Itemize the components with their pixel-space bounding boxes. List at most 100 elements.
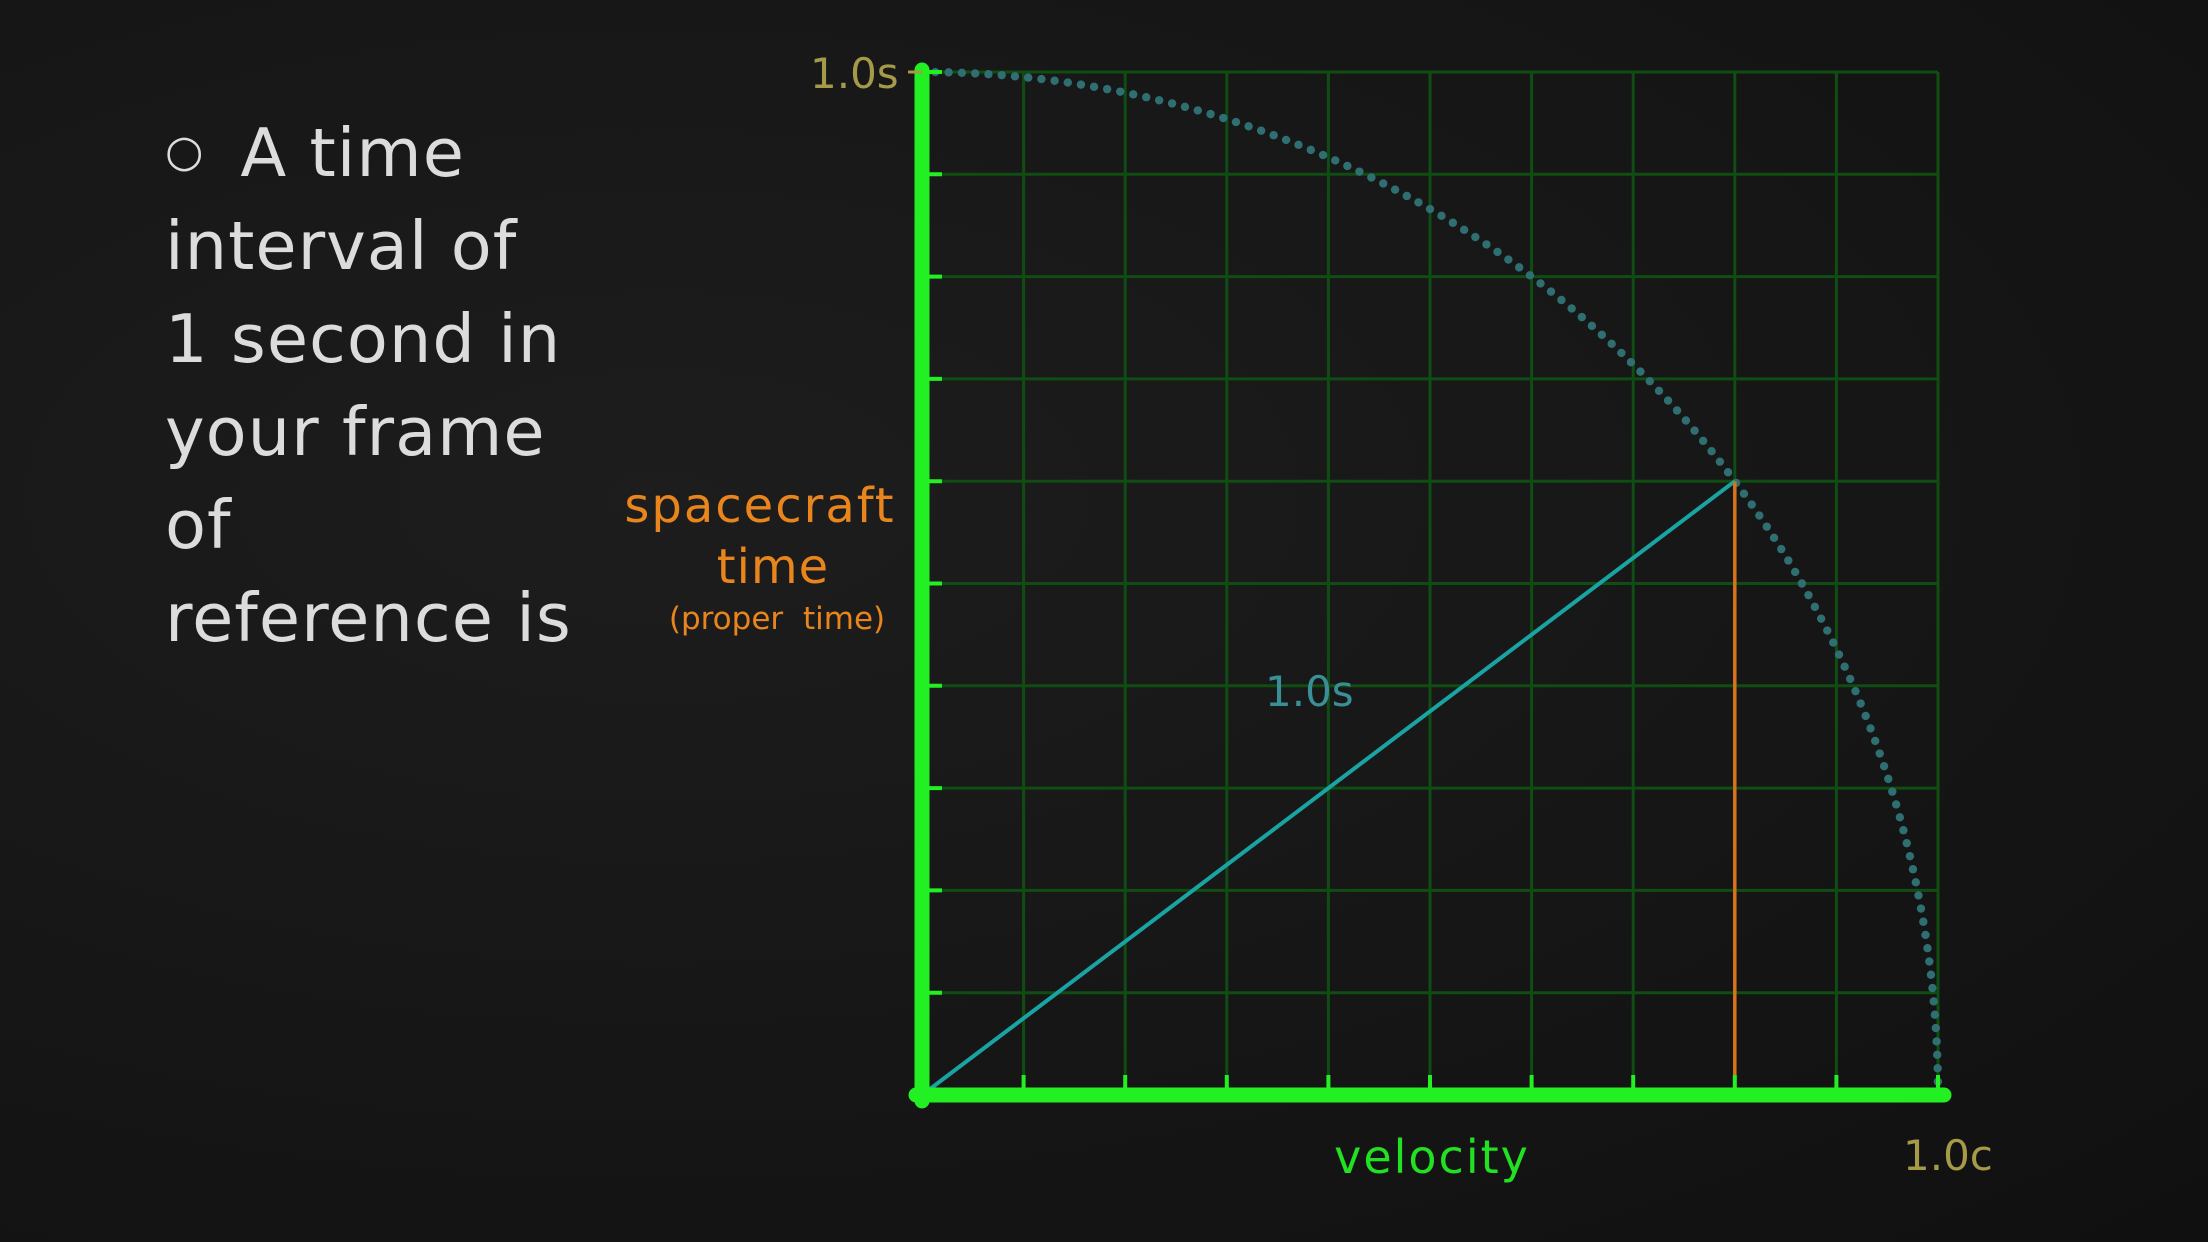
arc-point-73 (1747, 500, 1756, 509)
arc-point-8 (1024, 73, 1033, 82)
arc-point-56 (1597, 330, 1607, 339)
arc-point-51 (1546, 287, 1556, 296)
arc-point-75 (1762, 522, 1771, 531)
bullet-line-1: ○ A time (165, 105, 605, 200)
arc-point-117 (1933, 1050, 1942, 1060)
arc-point-78 (1784, 556, 1793, 565)
arc-point-38 (1402, 191, 1411, 201)
arc-point-74 (1755, 511, 1764, 520)
y-axis-label-sub: (proper time) (669, 601, 885, 637)
arc-point-21 (1193, 106, 1202, 115)
arc-point-48 (1514, 263, 1524, 272)
arc-point-23 (1219, 113, 1228, 123)
arc-point-94 (1875, 749, 1884, 758)
arc-point-20 (1180, 102, 1190, 112)
arc-point-62 (1654, 386, 1664, 396)
bullet-line-3: 1 second in (165, 300, 562, 378)
arc-point-116 (1932, 1037, 1941, 1046)
arc-point-103 (1908, 865, 1918, 874)
arc-point-106 (1916, 904, 1926, 913)
y-end-label: 1.0s (810, 49, 899, 98)
arc-point-87 (1840, 662, 1849, 671)
bullet-circle-icon: ○ (165, 126, 205, 177)
arc-point-12 (1076, 80, 1086, 89)
arc-point-17 (1142, 93, 1151, 102)
arc-point-89 (1851, 686, 1860, 696)
y-axis-label-line2: time (717, 539, 829, 595)
y-axis-label-main: spacecraft (624, 478, 895, 534)
arc-point-59 (1626, 358, 1636, 367)
radius-line (920, 479, 1737, 1097)
arc-point-55 (1587, 321, 1597, 331)
bullet-line-6: reference is (165, 579, 572, 657)
arc-point-114 (1930, 1010, 1940, 1019)
arc-point-77 (1777, 544, 1786, 554)
arc-point-86 (1834, 650, 1844, 659)
arc-point-69 (1715, 457, 1725, 466)
arc-point-31 (1318, 150, 1328, 160)
arc-point-66 (1690, 426, 1699, 435)
arc-point-110 (1925, 957, 1934, 966)
arc-point-61 (1645, 376, 1654, 386)
arc-point-26 (1256, 126, 1266, 135)
grid (922, 70, 1940, 1095)
arc-point-98 (1891, 800, 1901, 809)
arc-point-118 (1933, 1064, 1942, 1073)
arc-point-24 (1231, 117, 1241, 127)
arc-point-108 (1921, 930, 1930, 940)
bullet-text-1: A time (240, 114, 465, 192)
arc-point-102 (1905, 851, 1915, 861)
arc-point-112 (1928, 983, 1937, 993)
arc-point-7 (1010, 72, 1020, 81)
arc-point-67 (1698, 436, 1708, 446)
arc-point-99 (1895, 813, 1905, 822)
x-end-label: 1.0c (1903, 1131, 1993, 1180)
arc-point-96 (1884, 774, 1893, 784)
arc-point-29 (1294, 140, 1303, 150)
arc-point-40 (1425, 204, 1435, 214)
arc-point-6 (997, 70, 1006, 80)
arc-point-90 (1856, 699, 1865, 708)
arc-point-25 (1244, 122, 1253, 131)
arc-point-64 (1672, 406, 1682, 415)
arc-point-46 (1493, 247, 1502, 257)
arc-point-70 (1723, 468, 1733, 477)
arc-point-19 (1167, 99, 1177, 108)
arc-point-28 (1281, 135, 1291, 145)
arc-point-45 (1482, 240, 1491, 249)
arc-point-49 (1525, 271, 1535, 280)
arc-point-5 (984, 69, 993, 79)
arc-point-41 (1437, 211, 1446, 221)
arc-point-85 (1829, 638, 1838, 647)
arc-point-30 (1306, 145, 1316, 155)
arc-point-79 (1790, 567, 1800, 577)
arc-point-39 (1414, 198, 1423, 207)
arc-point-2 (944, 68, 953, 77)
arc-point-111 (1926, 970, 1936, 979)
arc-point-97 (1888, 787, 1897, 796)
arc-point-53 (1567, 304, 1576, 313)
arc-point-82 (1810, 602, 1820, 612)
radius-label: 1.0s (1265, 667, 1354, 716)
arc-point-37 (1390, 185, 1400, 194)
arc-point-47 (1504, 255, 1513, 264)
arc-point-100 (1899, 826, 1908, 835)
bullet-line-2: interval of (165, 207, 518, 285)
arc-point-92 (1866, 724, 1875, 733)
arc-point-44 (1471, 232, 1480, 242)
arc-point-4 (970, 69, 980, 78)
arc-point-101 (1902, 838, 1911, 848)
arc-point-83 (1816, 614, 1826, 623)
arc-point-109 (1923, 944, 1932, 953)
arc-point-50 (1536, 279, 1545, 288)
arc-point-52 (1557, 295, 1566, 305)
arc-point-32 (1331, 156, 1340, 165)
arc-point-36 (1379, 179, 1388, 188)
arc-point-76 (1769, 533, 1779, 543)
arc-point-113 (1929, 997, 1938, 1006)
bullet-text-block: ○ A time interval of 1 second in your fra… (165, 105, 605, 665)
arc-point-105 (1914, 891, 1923, 900)
x-axis-label: velocity (1334, 1130, 1530, 1184)
bullet-line-5: of (165, 486, 232, 564)
arc-point-58 (1617, 348, 1626, 358)
